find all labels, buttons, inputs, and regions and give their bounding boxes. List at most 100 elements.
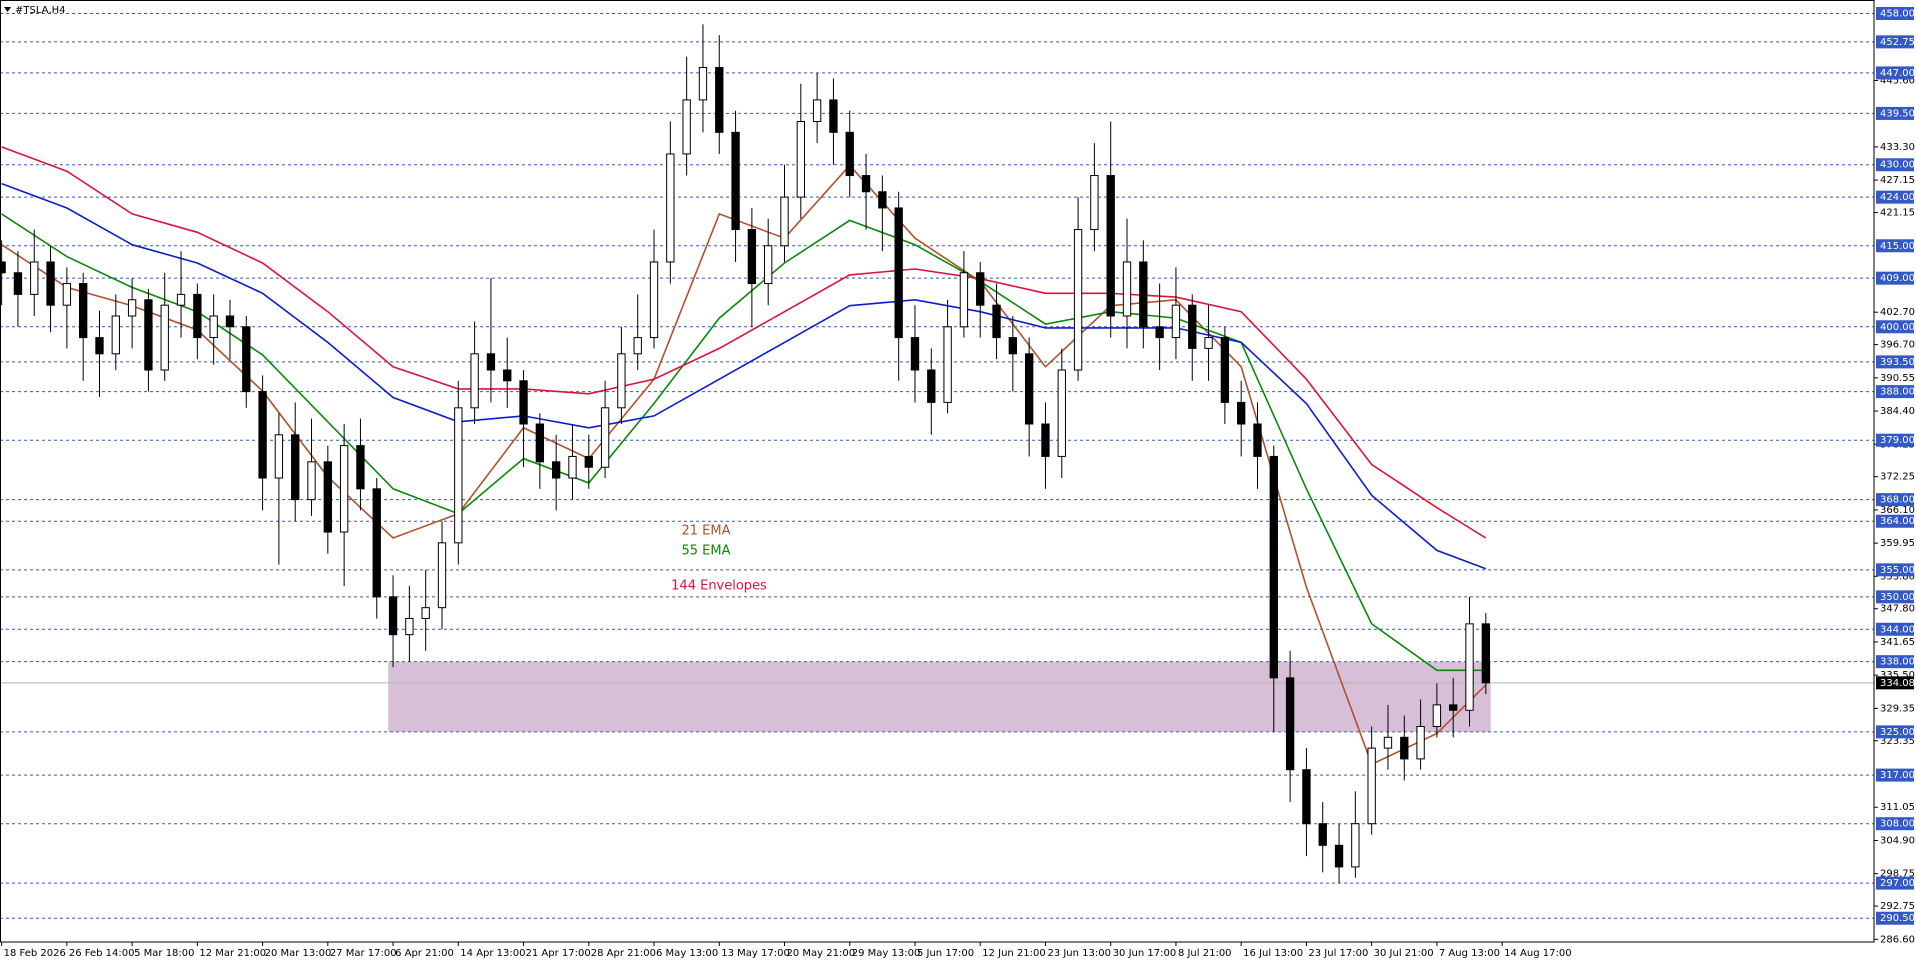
y-tick-label: 445.60 [1880,75,1915,86]
candle-body [405,617,414,636]
y-tick-label: 353.80 [1880,571,1915,582]
candle-body [1008,337,1018,355]
candle-body [796,121,805,198]
level-label: 439.50 [1880,108,1915,119]
candle-body [193,293,202,339]
candle-body [127,299,137,317]
level-label-box [1876,590,1914,604]
candle-body [1041,423,1050,457]
candle-body [30,261,39,295]
x-tick-label: 30 Jul 21:00 [1374,948,1434,959]
candle-body [1220,337,1230,403]
x-tick-label: 18 Feb 2026 [4,948,66,959]
level-label: 317.00 [1880,770,1915,781]
candle-body [1302,769,1311,825]
y-tick-label: 366.10 [1880,505,1915,516]
level-label-box [1876,911,1914,925]
level-label: 415.00 [1880,241,1915,252]
level-label: 388.00 [1880,387,1915,398]
x-tick-label: 12 Jun 21:00 [982,948,1046,959]
level-label: 297.00 [1880,878,1915,889]
x-tick-label: 14 Aug 17:00 [1504,948,1571,959]
candle-body [633,337,642,355]
candle-body [111,315,120,355]
y-tick-label: 335.50 [1880,670,1915,681]
candle-body [780,196,789,247]
x-tick-label: 13 May 17:00 [721,948,790,959]
level-label: 308.00 [1880,819,1915,830]
candle-body [764,245,773,285]
candle-body [1465,623,1474,711]
y-tick-label: 427.15 [1880,175,1915,186]
candle-body [1449,704,1458,711]
candle-body [812,99,822,123]
candle-body [878,191,887,209]
level-label: 325.00 [1880,727,1915,738]
candle-body [372,488,381,598]
indicator-annotation: 55 EMA [682,544,731,559]
plot-frame [0,0,1875,943]
candle-body [1188,304,1197,349]
level-label-box [1876,35,1914,49]
x-tick-label: 20 Mar 13:00 [265,948,332,959]
level-label: 350.00 [1880,592,1915,603]
candle-body [13,272,23,295]
candle-body [568,455,577,479]
candle-body [715,67,724,133]
candle-body [1073,229,1083,371]
x-tick-label: 12 Mar 21:00 [199,948,266,959]
candle-body [258,391,267,479]
x-tick-label: 7 Aug 13:00 [1439,948,1500,959]
x-tick-label: 14 Apr 13:00 [460,948,525,959]
candle-body [144,299,153,371]
candle-body [307,461,316,501]
x-tick-label: 16 Jul 13:00 [1243,948,1303,959]
candle-body [829,99,838,133]
level-label-box [1876,725,1914,739]
level-label: 393.50 [1880,357,1915,368]
y-tick-label: 298.75 [1880,869,1915,880]
candle-body [46,261,55,306]
candle-body [1367,747,1376,825]
candle-body [910,337,920,371]
level-label-box [1876,385,1914,399]
level-label: 344.00 [1880,624,1915,635]
candle-body [1334,844,1344,868]
level-label-box [1876,190,1914,204]
indicator-annotation: 144 Envelopes [671,579,767,594]
indicator-line [1,182,1487,570]
candle-body [1155,326,1164,339]
candle-body [356,445,365,490]
level-label: 458.00 [1880,9,1915,20]
y-tick-label: 433.30 [1880,142,1915,153]
level-label: 338.00 [1880,657,1915,668]
candle-body [225,315,235,328]
x-tick-label: 21 Apr 17:00 [526,948,591,959]
y-tick-label: 402.70 [1880,307,1915,318]
y-tick-label: 347.80 [1880,604,1915,615]
current-price-label: 334.08 [1880,678,1915,689]
candle-body [503,369,512,382]
x-tick-label: 5 Mar 18:00 [134,948,194,959]
candle-body [0,261,6,274]
level-label-box [1876,768,1914,782]
candle-body [1106,175,1115,317]
candle-body [323,461,332,533]
level-label-box [1876,355,1914,369]
candle-body [1122,261,1132,317]
candle-body [209,315,218,339]
support-zone [388,661,1491,732]
level-label-box [1876,320,1914,334]
x-tick-label: 6 May 13:00 [656,948,718,959]
candle-body [1400,736,1409,760]
level-label-box [1876,271,1914,285]
candle-body [79,283,88,339]
candle-body [845,131,854,177]
candle-body [519,380,528,425]
level-label-box [1876,7,1914,21]
candle-body [1057,369,1066,457]
candle-body [992,304,1001,339]
menu-arrow [4,7,11,12]
candle-body [1416,725,1425,760]
